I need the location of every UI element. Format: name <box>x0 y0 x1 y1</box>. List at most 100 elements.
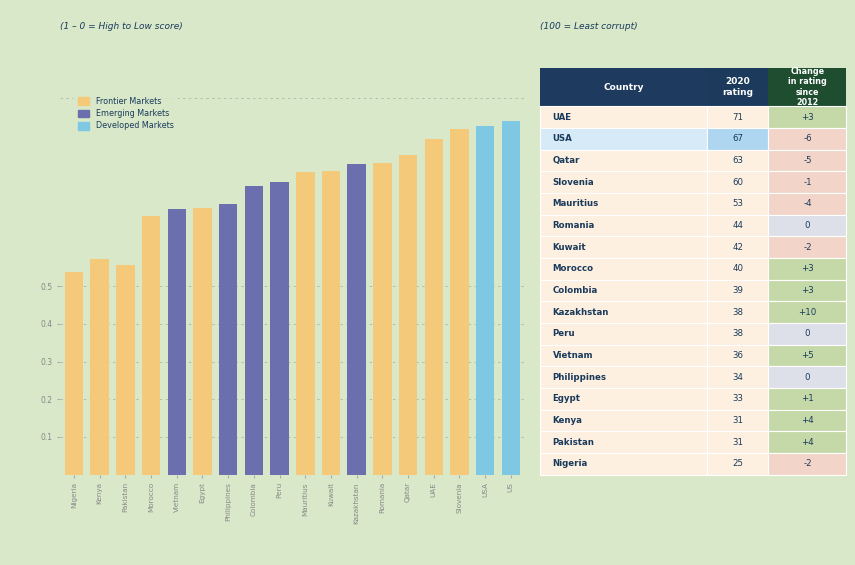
Bar <box>65 272 83 475</box>
Text: 31: 31 <box>733 416 743 425</box>
Bar <box>168 210 186 475</box>
Text: Colombia: Colombia <box>552 286 598 295</box>
Text: 40: 40 <box>733 264 743 273</box>
Text: Romania: Romania <box>552 221 595 230</box>
Bar <box>707 431 769 453</box>
Text: +4: +4 <box>801 416 814 425</box>
Legend: Frontier Markets, Emerging Markets, Developed Markets: Frontier Markets, Emerging Markets, Deve… <box>74 92 179 135</box>
Bar <box>769 323 846 345</box>
Bar <box>707 68 769 106</box>
Bar <box>540 453 707 475</box>
Bar <box>707 410 769 431</box>
Text: Vietnam: Vietnam <box>552 351 593 360</box>
Text: UAE: UAE <box>552 113 572 122</box>
Bar <box>219 204 238 475</box>
Text: 67: 67 <box>733 134 743 144</box>
Bar <box>540 280 707 301</box>
Bar <box>707 193 769 215</box>
Bar <box>321 171 340 475</box>
Bar <box>540 150 707 171</box>
Bar <box>707 301 769 323</box>
Text: Philippines: Philippines <box>552 373 607 381</box>
Bar <box>769 345 846 366</box>
Bar <box>347 164 366 475</box>
Bar <box>142 216 161 475</box>
Bar <box>540 431 707 453</box>
Text: Peru: Peru <box>552 329 575 338</box>
Text: 31: 31 <box>733 438 743 446</box>
Text: 34: 34 <box>733 373 743 381</box>
Bar <box>769 280 846 301</box>
Bar <box>769 128 846 150</box>
Bar <box>502 120 520 475</box>
Bar <box>769 258 846 280</box>
Text: 60: 60 <box>733 178 743 187</box>
Bar <box>91 259 109 475</box>
Bar <box>707 128 769 150</box>
Bar <box>707 171 769 193</box>
Bar <box>707 323 769 345</box>
Text: 38: 38 <box>733 308 743 316</box>
Bar <box>270 182 289 475</box>
Text: USA: USA <box>552 134 572 144</box>
Text: Morocco: Morocco <box>552 264 593 273</box>
Text: 39: 39 <box>733 286 743 295</box>
Bar <box>769 215 846 236</box>
Text: (1 – 0 = High to Low score): (1 – 0 = High to Low score) <box>60 22 183 31</box>
Text: 71: 71 <box>733 113 743 122</box>
Text: +5: +5 <box>801 351 814 360</box>
Bar <box>769 106 846 128</box>
Bar <box>451 129 469 475</box>
Bar <box>425 140 443 475</box>
Bar <box>769 431 846 453</box>
Bar <box>707 150 769 171</box>
Text: 33: 33 <box>733 394 743 403</box>
Text: +10: +10 <box>799 308 817 316</box>
Text: Kenya: Kenya <box>552 416 582 425</box>
Text: 2020
rating: 2020 rating <box>722 77 753 97</box>
Text: 0: 0 <box>805 329 811 338</box>
Bar <box>707 106 769 128</box>
Text: 0: 0 <box>805 221 811 230</box>
Bar <box>769 171 846 193</box>
Bar <box>116 265 134 475</box>
Text: Kuwait: Kuwait <box>552 243 587 252</box>
Text: Change
in rating
since
2012: Change in rating since 2012 <box>788 67 827 107</box>
Bar <box>707 258 769 280</box>
Text: +3: +3 <box>801 286 814 295</box>
Bar <box>398 155 417 475</box>
Text: +3: +3 <box>801 264 814 273</box>
Text: Mauritius: Mauritius <box>552 199 598 208</box>
Bar <box>769 366 846 388</box>
Text: -2: -2 <box>803 459 811 468</box>
Bar <box>540 410 707 431</box>
Bar <box>707 366 769 388</box>
Bar <box>707 388 769 410</box>
Text: Egypt: Egypt <box>552 394 581 403</box>
Text: Nigeria: Nigeria <box>552 459 588 468</box>
Text: 38: 38 <box>733 329 743 338</box>
Text: 53: 53 <box>733 199 743 208</box>
Bar <box>769 193 846 215</box>
Bar <box>245 186 263 475</box>
Bar <box>707 236 769 258</box>
Bar <box>707 453 769 475</box>
Bar <box>540 258 707 280</box>
Text: Kazakhstan: Kazakhstan <box>552 308 609 316</box>
Bar <box>540 323 707 345</box>
Text: -2: -2 <box>803 243 811 252</box>
Text: +3: +3 <box>801 113 814 122</box>
Bar <box>296 172 315 475</box>
Text: 42: 42 <box>733 243 743 252</box>
Bar <box>769 388 846 410</box>
Bar <box>476 126 494 475</box>
Text: 44: 44 <box>733 221 743 230</box>
Bar <box>707 280 769 301</box>
Bar <box>373 163 392 475</box>
Bar <box>769 301 846 323</box>
Bar <box>540 236 707 258</box>
Bar <box>769 68 846 106</box>
Bar <box>540 366 707 388</box>
Text: Pakistan: Pakistan <box>552 438 594 446</box>
Bar <box>769 150 846 171</box>
